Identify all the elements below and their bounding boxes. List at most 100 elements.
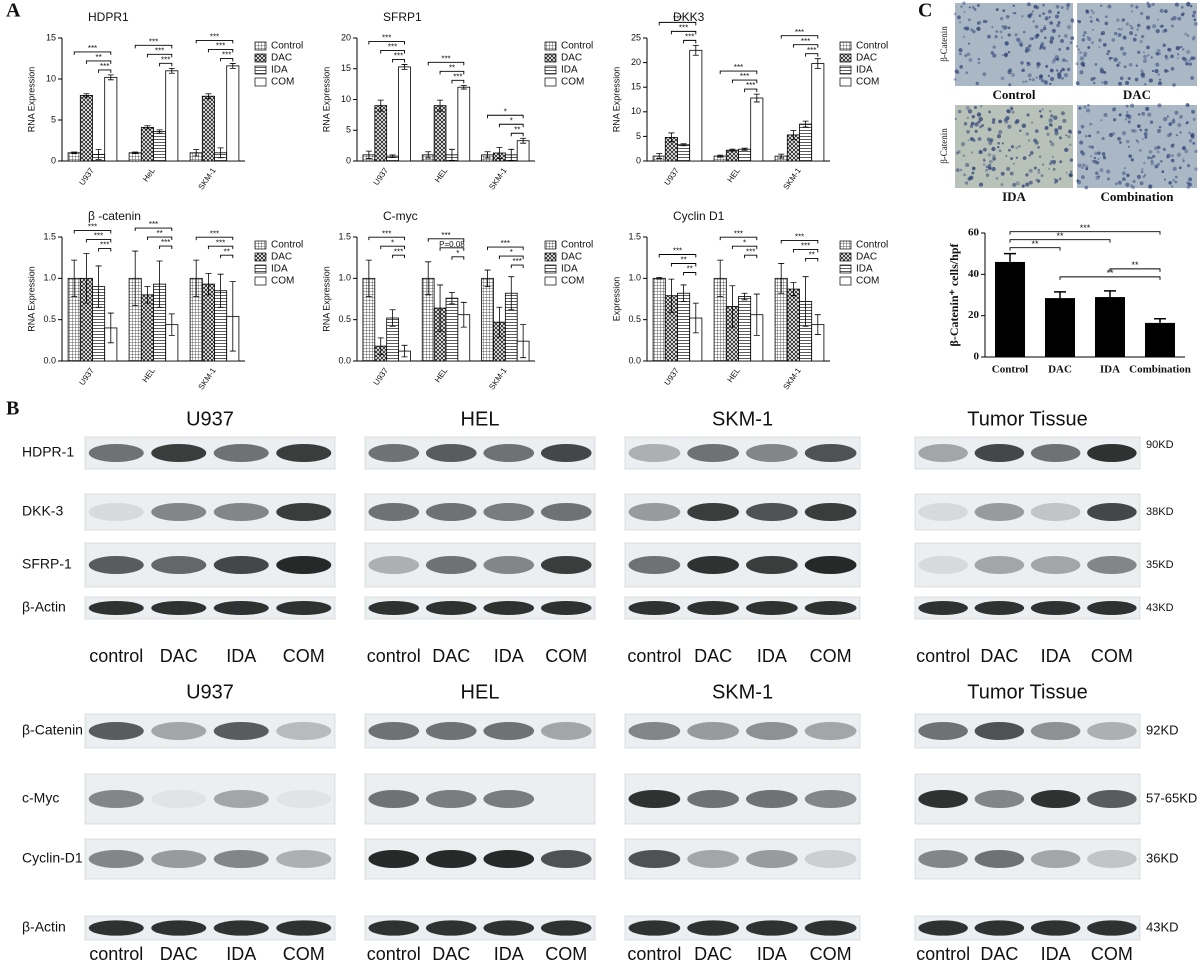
blot-band xyxy=(425,556,477,574)
error-bar xyxy=(729,148,736,152)
cell-nucleus xyxy=(959,168,963,172)
y-axis-label: RNA Expression xyxy=(26,67,36,133)
cell-nucleus xyxy=(992,118,996,122)
y-axis-label: RNA Expression xyxy=(321,266,331,332)
blot-band xyxy=(918,600,968,616)
cell-nucleus xyxy=(1117,28,1120,31)
error-bar xyxy=(205,93,212,100)
cell-nucleus xyxy=(1110,56,1114,60)
x-tick-label: U937 xyxy=(78,166,97,187)
cell-nucleus xyxy=(1171,185,1174,188)
y-tick-label: 15 xyxy=(631,82,641,92)
cell-nucleus xyxy=(1124,118,1128,121)
significance-bracket xyxy=(744,254,758,259)
cell-nucleus xyxy=(1151,24,1157,29)
error-bar xyxy=(425,151,432,159)
error-bar xyxy=(520,324,527,359)
error-bar xyxy=(156,260,163,308)
blot-band xyxy=(1087,600,1137,616)
cell-nucleus xyxy=(957,109,962,114)
cell-nucleus xyxy=(954,69,959,74)
cell-nucleus xyxy=(1067,135,1071,139)
cell-nucleus xyxy=(1139,11,1144,16)
blot-title: SKM-1 xyxy=(712,408,773,430)
blot-band xyxy=(88,790,144,808)
cell-nucleus xyxy=(1168,181,1172,185)
chart-title: Cyclin D1 xyxy=(673,209,725,223)
blot-row-label: DKK-3 xyxy=(22,503,63,519)
cell-nucleus xyxy=(987,166,992,171)
cell-nucleus xyxy=(1062,58,1066,62)
cell-nucleus xyxy=(1026,113,1030,117)
cell-nucleus xyxy=(1034,24,1039,29)
cell-nucleus xyxy=(1022,156,1027,161)
significance-label: *** xyxy=(734,229,743,238)
blot-band xyxy=(628,920,681,936)
blot-band xyxy=(368,790,420,808)
blot-band xyxy=(687,920,739,936)
significance-bracket xyxy=(1109,268,1161,272)
error-bar xyxy=(668,278,675,313)
cell-nucleus xyxy=(1037,179,1041,183)
cell-nucleus xyxy=(1065,171,1068,174)
cell-nucleus xyxy=(1177,53,1180,56)
blot-band xyxy=(425,600,477,616)
blot-band xyxy=(151,503,207,521)
cell-nucleus xyxy=(1116,63,1120,67)
cell-nucleus xyxy=(1080,150,1084,154)
y-tick-label: 0.0 xyxy=(43,355,56,365)
blot-band xyxy=(368,503,420,521)
legend-swatch xyxy=(254,65,267,75)
cell-nucleus xyxy=(1053,115,1058,120)
cell-nucleus xyxy=(1123,65,1127,69)
cell-nucleus xyxy=(1060,111,1065,116)
cell-nucleus xyxy=(1012,12,1015,15)
lane-label: DAC xyxy=(980,646,1018,666)
cell-nucleus xyxy=(1192,117,1196,121)
cell-nucleus xyxy=(1186,2,1191,7)
blot-band xyxy=(276,556,332,574)
blot-row-label: HDPR-1 xyxy=(22,444,74,460)
significance-bracket xyxy=(658,21,697,26)
legend-swatch xyxy=(839,252,852,262)
cell-nucleus xyxy=(962,35,966,38)
lane-label: DAC xyxy=(160,944,198,964)
lane-label: control xyxy=(916,944,970,964)
significance-bracket xyxy=(146,236,173,241)
cell-nucleus xyxy=(1154,69,1159,74)
cell-nucleus xyxy=(960,5,963,8)
cell-nucleus xyxy=(1147,156,1151,160)
y-tick-label: 40 xyxy=(968,268,980,280)
cell-nucleus xyxy=(1082,163,1086,167)
blot-band xyxy=(151,722,207,740)
cell-nucleus xyxy=(1157,103,1162,108)
cell-nucleus xyxy=(1096,130,1100,134)
panel-label: B xyxy=(6,398,19,420)
cell-nucleus xyxy=(1127,145,1130,148)
cell-nucleus xyxy=(1001,54,1004,57)
lane-label: control xyxy=(367,646,421,666)
cell-nucleus xyxy=(1051,59,1056,64)
blot-band xyxy=(213,503,269,521)
x-tick-label: SKM-1 xyxy=(196,366,218,392)
blot-band xyxy=(746,600,798,616)
significance-bracket xyxy=(207,245,234,250)
error-bar xyxy=(168,313,175,336)
significance-label: *** xyxy=(673,247,682,256)
significance-bracket xyxy=(683,272,697,276)
cell-nucleus xyxy=(1162,147,1167,152)
error-bar xyxy=(365,259,372,297)
cell-nucleus xyxy=(1157,128,1161,133)
blot-size-label: 92KD xyxy=(1146,722,1179,737)
cell-nucleus xyxy=(1130,103,1135,108)
y-tick-label: 10 xyxy=(341,94,351,104)
cell-nucleus xyxy=(1160,160,1163,163)
error-bar xyxy=(520,137,527,144)
cell-nucleus xyxy=(1070,170,1073,173)
legend-label: COM xyxy=(271,276,294,287)
cell-nucleus xyxy=(1188,177,1193,182)
cell-nucleus xyxy=(1125,104,1129,108)
cell-nucleus xyxy=(959,65,964,69)
cell-nucleus xyxy=(1107,177,1110,181)
blot-band xyxy=(1087,444,1137,462)
